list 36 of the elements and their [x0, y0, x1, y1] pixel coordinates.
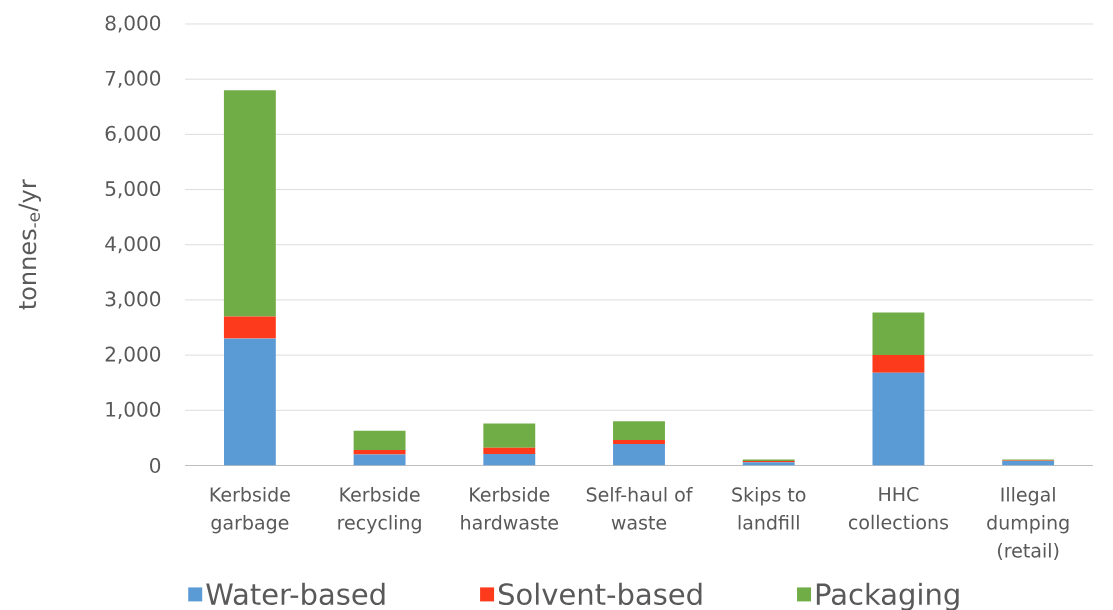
- y-tick-label: 8,000: [105, 15, 161, 33]
- bar: [483, 423, 536, 448]
- x-tick-label: Kerbside garbage: [210, 487, 290, 534]
- y-tick-label: 0: [150, 457, 161, 474]
- y-axis-title: tonnes$_{-e}$/yr: [18, 179, 41, 310]
- bar: [483, 447, 536, 454]
- bar: [872, 372, 925, 466]
- y-tick-label: 5,000: [105, 180, 161, 199]
- y-tick-label: 6,000: [105, 125, 161, 143]
- bar: [353, 454, 406, 466]
- x-tick-label: Self-haul of waste: [586, 487, 693, 530]
- bar: [353, 430, 406, 451]
- bar: [223, 338, 276, 466]
- x-tick-label: Skips to landfill: [732, 487, 806, 530]
- bar: [872, 355, 925, 373]
- x-tick-label: Kerbside hardwaste: [461, 487, 559, 530]
- y-tick-label: 7,000: [105, 70, 161, 88]
- legend-label: Packaging: [816, 582, 959, 610]
- bar: [613, 421, 665, 441]
- bar: [613, 443, 665, 466]
- bar: [223, 90, 276, 317]
- legend-label: Solvent-based: [498, 582, 702, 606]
- bar: [483, 453, 536, 466]
- y-tick-label: 1,000: [106, 401, 161, 419]
- x-tick-label: HHC collections: [848, 487, 949, 530]
- legend-label: Water-based: [206, 582, 385, 606]
- bar: [353, 450, 406, 455]
- y-tick-label: 4,000: [105, 236, 161, 254]
- bar: [872, 312, 925, 356]
- y-tick-label: 2,000: [105, 346, 161, 364]
- x-tick-label: Illegal dumping (retail): [987, 487, 1069, 560]
- x-tick-label: Kerbside recycling: [338, 487, 421, 534]
- bar: [1002, 461, 1055, 466]
- y-tick-label: 3,000: [105, 291, 161, 309]
- bar: [613, 440, 665, 444]
- bar: [223, 316, 276, 339]
